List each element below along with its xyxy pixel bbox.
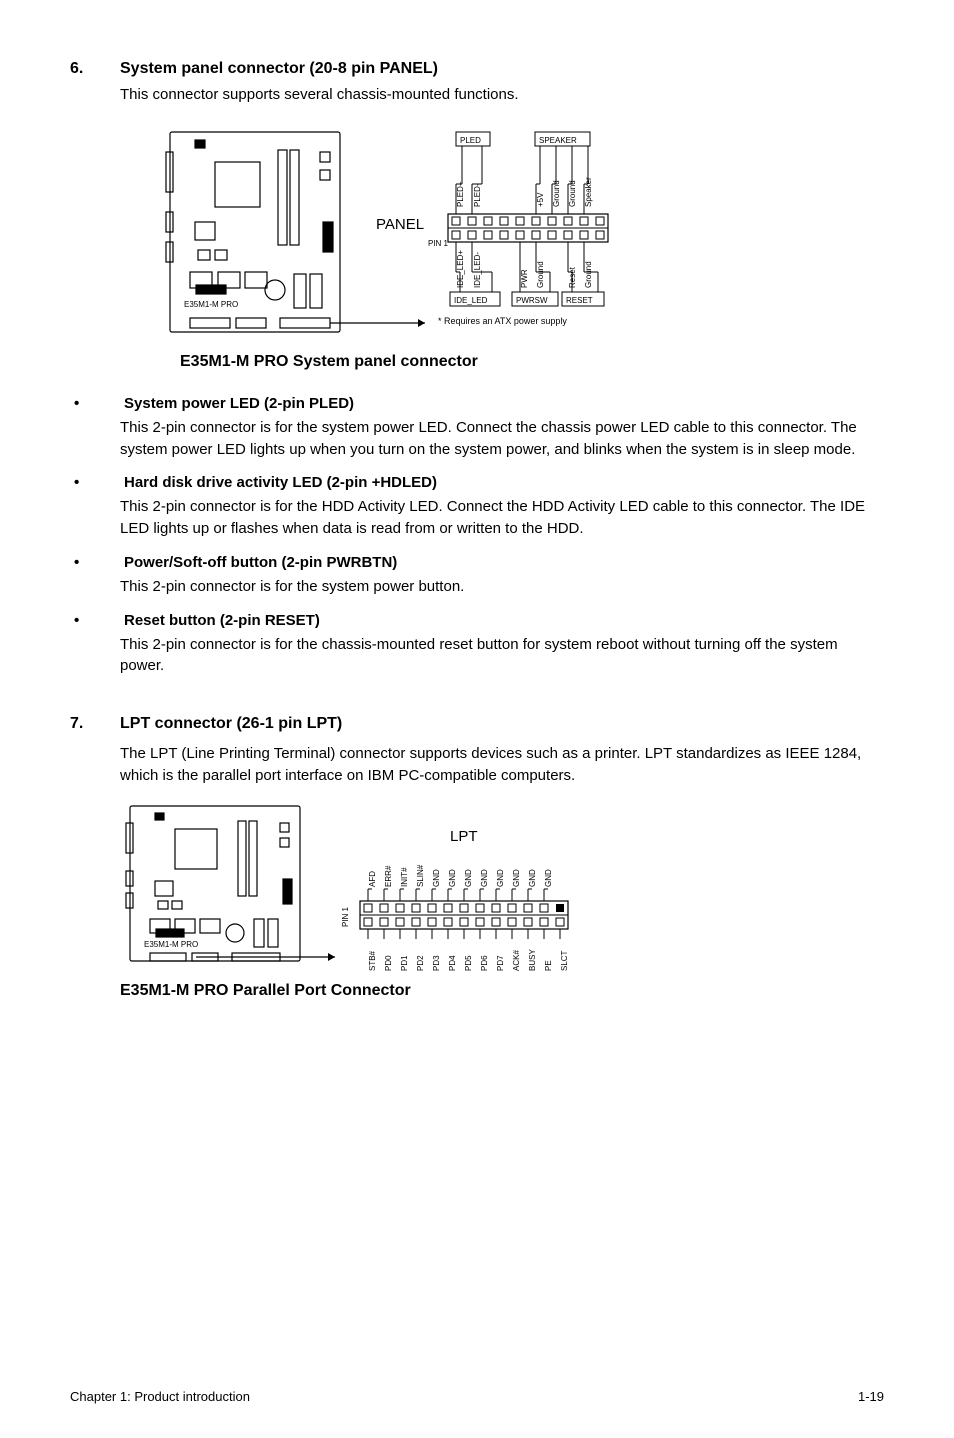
lpt-top-pin: GND (432, 869, 441, 887)
lpt-bot-pin: PD1 (400, 954, 409, 970)
pled-box: PLED (460, 136, 481, 145)
lpt-bot-pin: PD7 (496, 954, 505, 970)
section-6-heading: 6. System panel connector (20-8 pin PANE… (70, 60, 884, 78)
top-pin-5: Ground (568, 180, 577, 207)
lpt-top-pin: ERR# (384, 865, 393, 887)
bot-pin-3: PWR (520, 269, 529, 288)
board-label-2: E35M1-M PRO (144, 940, 198, 949)
bullet-title: Reset button (2-pin RESET) (124, 612, 320, 629)
footer-right: 1-19 (858, 1389, 884, 1404)
top-pin-0: PLED+ (456, 181, 465, 207)
bot-pin-0: IDE_LED+ (456, 249, 465, 287)
lpt-top-pin: AFD (368, 870, 377, 886)
lpt-bot-pin: ACK# (512, 949, 521, 970)
panel-label: PANEL (376, 216, 424, 233)
ide-box: IDE_LED (454, 296, 488, 305)
lpt-top-pin: SLIN# (416, 864, 425, 887)
panel-svg: E35M1-M PRO PANEL (160, 122, 720, 352)
bullet-dot: • (70, 474, 124, 491)
panel-diagram: E35M1-M PRO PANEL (160, 122, 884, 371)
bot-pin-6: Reset (568, 266, 577, 288)
pwrsw-box: PWRSW (516, 296, 548, 305)
section-7-heading: 7. LPT connector (26-1 pin LPT) (70, 715, 884, 733)
lpt-top-pin: GND (512, 869, 521, 887)
lpt-top-pin: GND (464, 869, 473, 887)
bot-pin-1: IDE_LED- (473, 251, 482, 287)
lpt-pin1: PIN 1 (341, 906, 350, 927)
bullet-text: This 2-pin connector is for the system p… (120, 576, 884, 598)
top-pin-3: +5V (536, 192, 545, 207)
lpt-caption: E35M1-M PRO Parallel Port Connector (120, 982, 884, 1000)
lpt-bot-pin: PD0 (384, 954, 393, 970)
lpt-bot-pin: PE (544, 960, 553, 971)
lpt-bot-pin: PD5 (464, 954, 473, 970)
section-6-title: System panel connector (20-8 pin PANEL) (120, 60, 438, 78)
atx-note: * Requires an ATX power supply (438, 316, 567, 326)
lpt-label: LPT (450, 828, 478, 845)
lpt-svg: E35M1-M PRO LPT PIN 1 AFD ERR# INIT# SLIN# G… (120, 801, 680, 981)
bullet-heading: •Power/Soft-off button (2-pin PWRBTN) (70, 554, 884, 571)
bullet-text: This 2-pin connector is for the HDD Acti… (120, 496, 884, 540)
lpt-top-pin: GND (448, 869, 457, 887)
lpt-bot-pin: PD3 (432, 954, 441, 970)
bullet-title: Hard disk drive activity LED (2-pin +HDL… (124, 474, 437, 491)
section-7-intro: The LPT (Line Printing Terminal) connect… (120, 743, 884, 787)
lpt-top-pin: GND (480, 869, 489, 887)
bullet-text: This 2-pin connector is for the chassis-… (120, 634, 884, 678)
lpt-bot-pin: PD6 (480, 954, 489, 970)
section-6-intro: This connector supports several chassis-… (120, 84, 884, 106)
speaker-box: SPEAKER (539, 136, 577, 145)
lpt-top-pin: GND (544, 869, 553, 887)
section-7-title: LPT connector (26-1 pin LPT) (120, 715, 342, 733)
board-label-1: E35M1-M PRO (184, 300, 238, 309)
bullet-heading: •Hard disk drive activity LED (2-pin +HD… (70, 474, 884, 491)
bot-pin-4: Ground (536, 261, 545, 288)
bullet-text: This 2-pin connector is for the system p… (120, 417, 884, 461)
top-pin-6: Speaker (584, 177, 593, 207)
page-footer: Chapter 1: Product introduction 1-19 (70, 1389, 884, 1404)
lpt-diagram: E35M1-M PRO LPT PIN 1 AFD ERR# INIT# SLIN# G… (120, 801, 884, 1000)
lpt-bot-pin: SLCT (560, 950, 569, 971)
lpt-bot-pin: STB# (368, 950, 377, 971)
bullet-heading: •Reset button (2-pin RESET) (70, 612, 884, 629)
lpt-top-pin: GND (528, 869, 537, 887)
top-pin-4: Ground (552, 180, 561, 207)
lpt-bot-pin: PD2 (416, 954, 425, 970)
lpt-top-pin: GND (496, 869, 505, 887)
bullet-dot: • (70, 395, 124, 412)
bot-pin-7: Ground (584, 261, 593, 288)
bullet-title: System power LED (2-pin PLED) (124, 395, 354, 412)
lpt-bot-pin: PD4 (448, 954, 457, 970)
bullet-heading: •System power LED (2-pin PLED) (70, 395, 884, 412)
section-6-num: 6. (70, 60, 120, 78)
section-7-num: 7. (70, 715, 120, 733)
lpt-bot-pin: BUSY (528, 948, 537, 970)
bullet-dot: • (70, 612, 124, 629)
top-pin-1: PLED- (473, 183, 482, 207)
pin1-label: PIN 1 (428, 239, 449, 248)
bullet-dot: • (70, 554, 124, 571)
reset-box: RESET (566, 296, 593, 305)
bullet-title: Power/Soft-off button (2-pin PWRBTN) (124, 554, 397, 571)
footer-left: Chapter 1: Product introduction (70, 1389, 250, 1404)
panel-caption: E35M1-M PRO System panel connector (180, 353, 884, 371)
lpt-top-pin: INIT# (400, 866, 409, 886)
